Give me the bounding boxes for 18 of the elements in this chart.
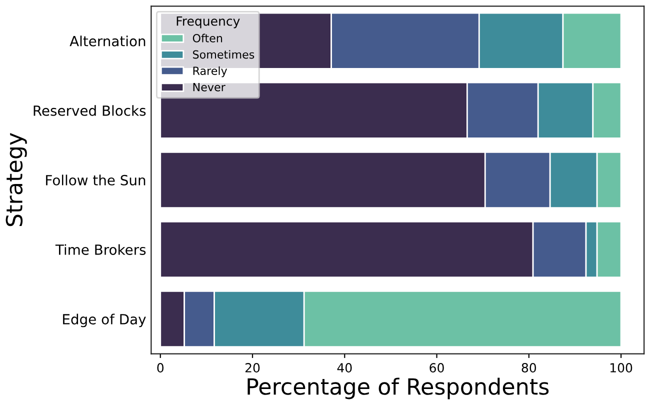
x-tick-label: 80 [522,363,536,372]
y-tick-label: Alternation [70,36,146,46]
legend-label: Sometimes [193,50,254,59]
x-tick-label: 60 [430,363,444,372]
legend-label: Never [193,83,226,92]
y-tick-label: Time Brokers [55,244,146,255]
legend-label: Rarely [193,66,228,78]
y-tick-label: Follow the Sun [46,174,146,186]
y-tick-label: Reserved Blocks [34,105,146,116]
y-tick-label: Edge of Day [63,314,146,328]
x-tick-label: 100 [610,363,632,372]
legend-title: Frequency [176,16,240,28]
legend-label: Often [192,34,222,42]
y-axis-title: Strategy [6,133,27,226]
x-tick-label: 20 [245,363,260,372]
x-axis-title: Percentage of Respondents [248,378,549,400]
x-tick-label: 40 [337,363,352,372]
x-tick-label: 0 [157,363,164,372]
